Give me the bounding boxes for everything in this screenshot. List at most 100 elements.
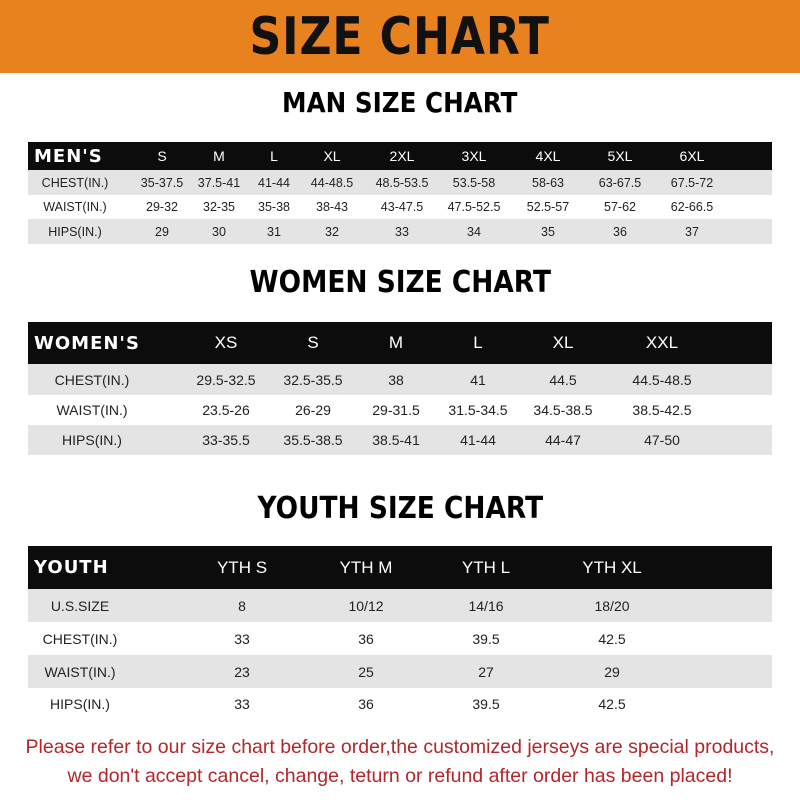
table-cell: 35.5-38.5	[283, 432, 343, 448]
table-cell: 58-63	[532, 175, 564, 190]
table-cell: 26-29	[295, 402, 331, 418]
table-cell: 44.5-48.5	[632, 371, 692, 388]
table-cell: 33-35.5	[202, 432, 250, 448]
table-category-label: WOMEN'S	[34, 332, 140, 354]
table-cell: 47.5-52.5	[447, 200, 501, 214]
table-row: WAIST(IN.) 23 25 27 29	[28, 655, 772, 688]
table-row: HIPS(IN.) 33-35.5 35.5-38.5 38.5-41 41-44 44-…	[28, 425, 772, 455]
table-cell: 57-62	[604, 200, 636, 214]
table-cell: 34	[467, 224, 481, 239]
table-cell: 8	[238, 597, 246, 614]
women-section-title: WOMEN SIZE CHART	[249, 265, 551, 300]
table-cell: 47-50	[644, 432, 680, 448]
table-row: HIPS(IN.) 33 36 39.5 42.5	[28, 688, 772, 720]
size-header: XS	[214, 333, 238, 352]
table-cell: 52.5-57	[526, 200, 570, 214]
row-label: WAIST(IN.)	[44, 663, 116, 680]
table-category-label: MEN'S	[34, 145, 103, 167]
table-cell: 32.5-35.5	[283, 371, 343, 388]
size-header: 3XL	[461, 148, 487, 164]
table-cell: 36	[613, 224, 627, 239]
table-cell: 10/12	[348, 597, 384, 614]
table-row: U.S.SIZE 8 10/12 14/16 18/20	[28, 589, 772, 622]
size-header: 2XL	[389, 148, 415, 164]
table-cell: 27	[478, 663, 494, 680]
table-cell: 63-67.5	[598, 175, 642, 190]
table-cell: 44-47	[545, 432, 581, 448]
row-label: CHEST(IN.)	[41, 175, 109, 190]
table-row: HIPS(IN.) 29 30 31 32 33 34 35 36 37	[28, 219, 772, 244]
table-cell: 33	[234, 696, 250, 712]
size-header: YTH XL	[582, 557, 642, 577]
size-header: XL	[323, 148, 341, 164]
row-label: HIPS(IN.)	[62, 432, 122, 448]
table-cell: 36	[358, 696, 374, 712]
table-cell: 37.5-41	[197, 175, 241, 190]
table-cell: 43-47.5	[380, 200, 424, 214]
table-cell: 31.5-34.5	[448, 402, 508, 418]
row-label: U.S.SIZE	[50, 597, 110, 614]
table-cell: 29-31.5	[372, 402, 420, 418]
table-row: WAIST(IN.) 23.5-26 26-29 29-31.5 31.5-34.5 34…	[28, 395, 772, 425]
order-notice: Please refer to our size chart before or…	[0, 733, 800, 791]
table-row: CHEST(IN.) 33 36 39.5 42.5	[28, 622, 772, 655]
table-cell: 41	[470, 371, 486, 388]
table-cell: 44-48.5	[310, 175, 354, 190]
table-cell: 48.5-53.5	[375, 175, 429, 190]
table-cell: 34.5-38.5	[533, 402, 593, 418]
size-header: L	[270, 148, 278, 164]
table-cell: 29	[155, 224, 169, 239]
table-cell: 62-66.5	[670, 200, 714, 214]
size-header: S	[307, 333, 319, 352]
size-header: L	[473, 333, 483, 352]
youth-section-title: YOUTH SIZE CHART	[257, 491, 543, 526]
size-header: YTH S	[216, 557, 268, 577]
table-cell: 35	[541, 224, 555, 239]
table-cell: 38-43	[316, 200, 348, 214]
size-header: YTH L	[461, 557, 511, 577]
size-header: XXL	[645, 333, 679, 352]
table-cell: 38	[388, 371, 404, 388]
table-cell: 53.5-58	[452, 175, 496, 190]
table-cell: 18/20	[594, 597, 630, 614]
table-cell: 42.5	[598, 630, 626, 647]
notice-line-2: we don't accept cancel, change, teturn o…	[67, 765, 733, 787]
table-cell: 36	[358, 630, 374, 647]
size-header: 6XL	[679, 148, 705, 164]
table-cell: 30	[212, 224, 226, 239]
table-cell: 29.5-32.5	[196, 371, 256, 388]
row-label: HIPS(IN.)	[48, 224, 102, 239]
table-cell: 39.5	[472, 696, 500, 712]
banner-title: SIZE CHART	[249, 6, 551, 67]
table-cell: 33	[234, 630, 250, 647]
size-header: YTH M	[339, 557, 393, 577]
table-header-row: MEN'S S M L XL 2XL 3XL 4XL 5XL 6XL	[28, 142, 772, 170]
table-cell: 31	[267, 224, 281, 239]
table-cell: 37	[685, 224, 699, 239]
table-row: CHEST(IN.) 35-37.5 37.5-41 41-44 44-48.5 48.5…	[28, 170, 772, 195]
table-cell: 23	[234, 663, 250, 680]
size-header: S	[157, 148, 167, 164]
size-header: M	[213, 148, 225, 164]
table-cell: 39.5	[472, 630, 500, 647]
table-category-label: YOUTH	[34, 557, 109, 578]
size-header: 4XL	[535, 148, 561, 164]
men-section-title: MAN SIZE CHART	[282, 86, 518, 119]
table-cell: 38.5-41	[372, 432, 420, 448]
table-cell: 35-37.5	[140, 175, 184, 190]
row-label: CHEST(IN.)	[42, 630, 118, 647]
table-cell: 32-35	[203, 200, 235, 214]
size-header: 5XL	[607, 148, 633, 164]
table-cell: 29-32	[146, 200, 178, 214]
table-cell: 44.5	[549, 371, 577, 388]
row-label: WAIST(IN.)	[43, 200, 107, 214]
table-header-row: WOMEN'S XS S M L XL XXL	[28, 322, 772, 364]
table-cell: 33	[395, 224, 409, 239]
notice-line-1: Please refer to our size chart before or…	[25, 736, 775, 758]
table-cell: 67.5-72	[670, 175, 714, 190]
row-label: CHEST(IN.)	[54, 371, 130, 388]
table-cell: 25	[358, 663, 374, 680]
size-header: XL	[552, 333, 574, 352]
table-cell: 41-44	[460, 432, 496, 448]
table-cell: 38.5-42.5	[632, 402, 692, 418]
